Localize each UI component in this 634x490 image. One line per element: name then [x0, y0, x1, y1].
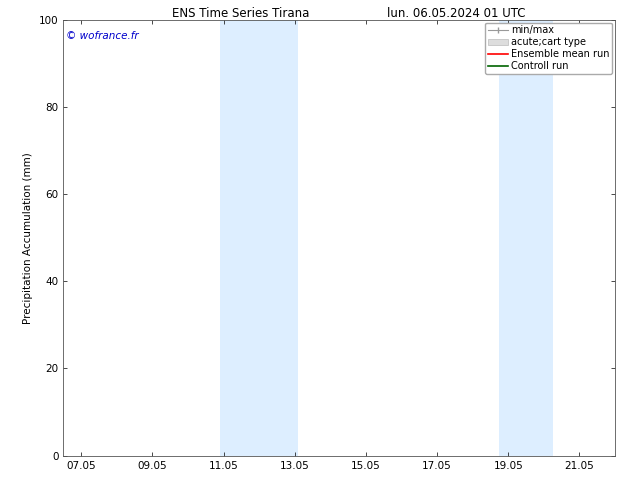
Y-axis label: Precipitation Accumulation (mm): Precipitation Accumulation (mm) — [23, 152, 34, 323]
Text: © wofrance.fr: © wofrance.fr — [66, 30, 139, 41]
Text: ENS Time Series Tirana: ENS Time Series Tirana — [172, 7, 309, 21]
Legend: min/max, acute;cart type, Ensemble mean run, Controll run: min/max, acute;cart type, Ensemble mean … — [486, 23, 612, 74]
Bar — [220, 20, 298, 456]
Text: lun. 06.05.2024 01 UTC: lun. 06.05.2024 01 UTC — [387, 7, 526, 21]
Bar — [500, 20, 553, 456]
